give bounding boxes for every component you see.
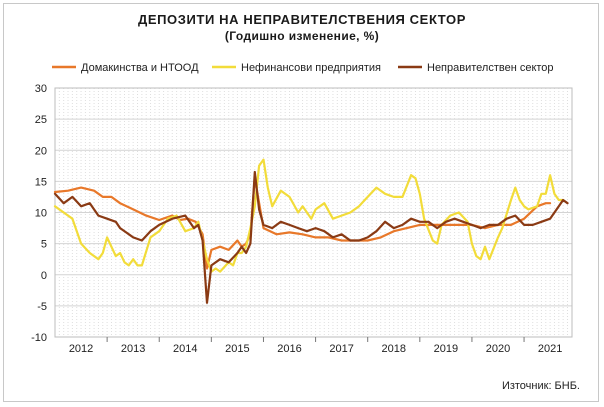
gridlines [55,87,572,338]
x-tick-label: 2014 [173,343,197,355]
x-tick-label: 2016 [277,343,301,355]
y-axis: -10 -5 0 5 10 15 20 25 30 [31,83,47,344]
y-tick-label: 10 [35,208,47,220]
y-tick-label: -5 [37,301,47,313]
y-tick-label: 5 [41,239,47,251]
series-line [53,170,569,304]
y-tick-label: 15 [35,176,47,188]
plot-border [54,87,573,338]
x-tick-label: 2013 [121,343,145,355]
chart-title: ДЕПОЗИТИ НА НЕПРАВИТЕЛСТВЕНИЯ СЕКТОР [138,12,466,27]
plot-area [54,87,573,338]
legend: Домакинства и НТООД Нефинансови предприят… [52,62,554,74]
legend-label: Домакинства и НТООД [81,62,199,74]
legend-label: Неправителствен сектор [427,62,554,74]
x-tick-label: 2012 [69,343,93,355]
x-tick-label: 2021 [538,343,562,355]
x-tick-label: 2019 [434,343,458,355]
series-line [53,158,565,273]
y-tick-label: 20 [35,145,47,157]
source-note: Източник: БНБ. [502,380,580,392]
y-tick-label: 25 [35,114,47,126]
x-tick-label: 2020 [486,343,510,355]
y-tick-label: 0 [41,270,47,282]
chart-subtitle: (Годишно изменение, %) [225,29,379,43]
x-tick-label: 2017 [329,343,353,355]
y-tick-label: -10 [31,332,47,344]
y-tick-label: 30 [35,83,47,95]
legend-label: Нефинансови предприятия [241,62,381,74]
x-tick-label: 2018 [382,343,406,355]
x-axis: 2012 2013 2014 2015 2016 2017 2018 2019 2020 2021 [69,337,562,355]
series-lines [53,158,569,304]
x-tick-label: 2015 [225,343,249,355]
